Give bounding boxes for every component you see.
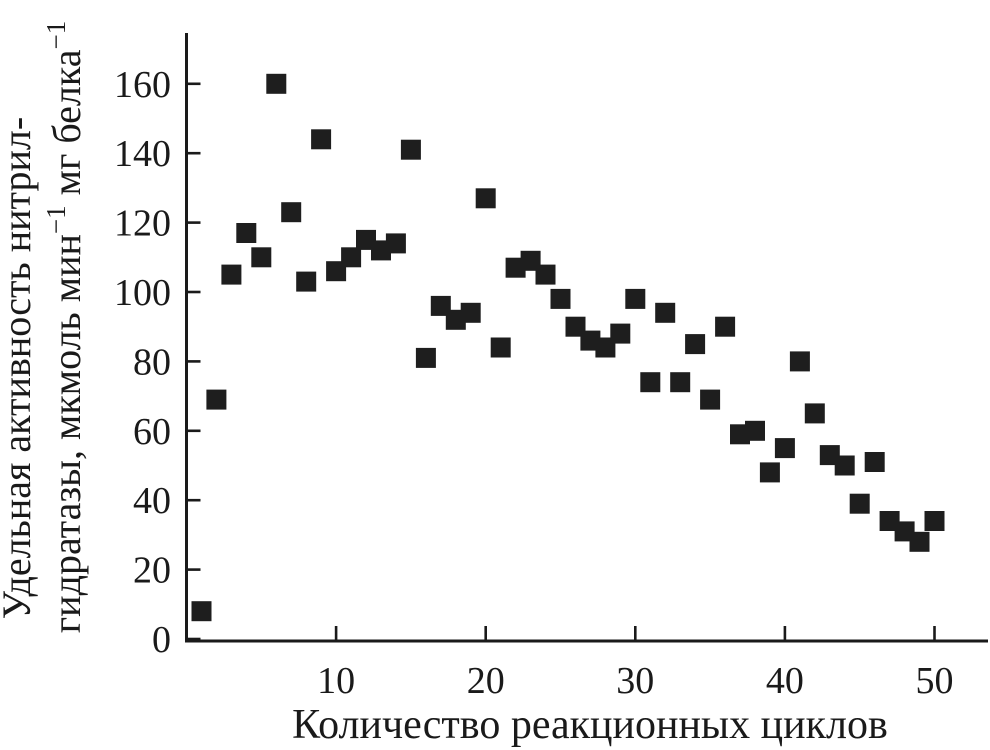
x-tick-label: 50 — [916, 660, 954, 702]
data-point — [191, 601, 212, 622]
data-point — [700, 389, 721, 410]
data-point — [550, 288, 571, 309]
data-point — [475, 188, 496, 209]
data-point — [625, 288, 646, 309]
y-tick-label: 80 — [133, 341, 171, 383]
data-point — [849, 493, 870, 514]
y-tick-label: 100 — [114, 272, 171, 314]
x-tick-label: 20 — [467, 660, 505, 702]
y-axis-label-line2: гидратазы, мкмоль мин−1​ мг белка−1​ — [41, 21, 89, 633]
data-point — [341, 247, 362, 268]
x-tick-label: 30 — [616, 660, 654, 702]
data-point — [281, 202, 302, 223]
data-point — [251, 247, 272, 268]
data-point — [206, 389, 227, 410]
data-point — [296, 271, 317, 292]
data-point — [415, 347, 436, 368]
data-point — [385, 233, 406, 254]
data-point — [789, 351, 810, 372]
x-axis-label: Количество реакционных циклов — [292, 702, 888, 748]
axis-spine — [185, 33, 988, 643]
y-tick-label: 120 — [114, 203, 171, 245]
data-point — [670, 372, 691, 393]
data-point — [745, 420, 765, 441]
data-point — [834, 455, 855, 476]
data-point — [460, 302, 481, 323]
y-tick-label: 40 — [133, 480, 171, 522]
data-point — [236, 223, 257, 243]
y-tick-label: 20 — [133, 550, 171, 592]
x-tick-label: 40 — [766, 660, 804, 702]
data-point — [924, 511, 945, 531]
data-point — [759, 462, 780, 483]
data-point — [490, 337, 511, 358]
data-point — [400, 139, 421, 160]
data-point — [221, 264, 242, 285]
y-tick-label: 160 — [114, 64, 171, 106]
data-point — [311, 129, 332, 150]
data-point — [715, 316, 736, 337]
data-point — [804, 403, 825, 424]
data-point — [535, 264, 556, 285]
y-tick-label: 0 — [152, 619, 171, 661]
data-point — [909, 531, 930, 552]
y-axis-label-line1: Удельная активность нитрил- — [0, 117, 39, 619]
y-tick-label: 60 — [133, 411, 171, 453]
data-point — [685, 334, 706, 355]
data-point — [864, 452, 885, 472]
series-удельная активность — [191, 73, 945, 622]
y-tick-label: 140 — [114, 133, 171, 175]
data-point — [655, 302, 676, 323]
data-point — [610, 323, 631, 344]
data-point — [640, 372, 661, 393]
data-point — [266, 73, 287, 94]
data-point — [774, 438, 795, 459]
x-tick-label: 10 — [317, 660, 355, 702]
